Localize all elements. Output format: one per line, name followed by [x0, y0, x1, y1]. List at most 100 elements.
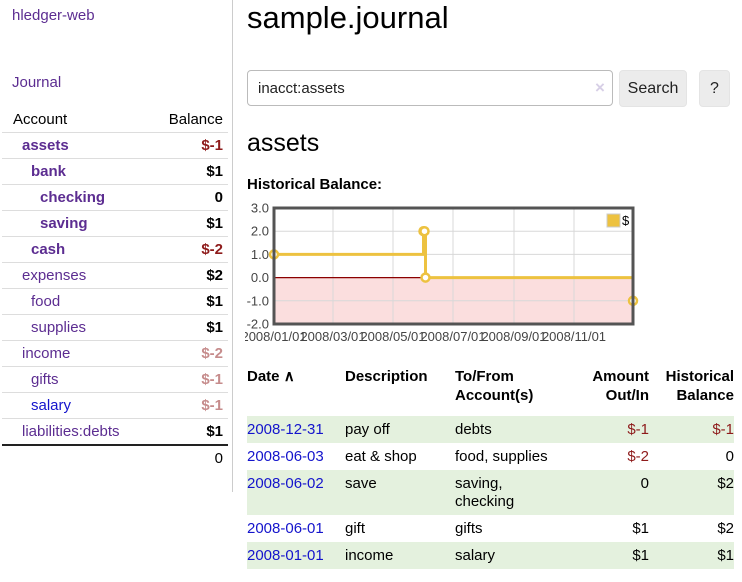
- transaction-description: save: [345, 475, 377, 492]
- search-form: × Search ?: [247, 69, 734, 107]
- transaction-date-link[interactable]: 2008-12-31: [247, 421, 324, 438]
- accounts-total-balance: 0: [214, 450, 223, 467]
- account-row: checking 0: [2, 184, 228, 211]
- sidebar-account-link-gifts[interactable]: gifts: [31, 371, 59, 388]
- search-input[interactable]: [247, 70, 613, 106]
- svg-text:-2.0: -2.0: [247, 317, 269, 332]
- svg-text:2008/07/01: 2008/07/01: [420, 329, 485, 344]
- transaction-date-link[interactable]: 2008-06-01: [247, 520, 324, 537]
- transaction-amount: $1: [632, 547, 649, 564]
- search-button[interactable]: Search: [619, 70, 687, 107]
- accounts-header-balance: Balance: [152, 107, 228, 133]
- account-balance: $1: [206, 163, 223, 180]
- transaction-date-link[interactable]: 2008-01-01: [247, 547, 324, 564]
- account-balance: $-1: [201, 137, 223, 154]
- transaction-amount: $-1: [627, 421, 649, 438]
- transaction-date-link[interactable]: 2008-06-03: [247, 448, 324, 465]
- transaction-accounts: saving, checking: [455, 475, 515, 510]
- sidebar-account-link-expenses[interactable]: expenses: [22, 267, 87, 284]
- account-row: supplies $1: [2, 314, 228, 341]
- register-header-amount: Amount Out/In: [592, 368, 649, 404]
- help-button[interactable]: ?: [699, 70, 730, 107]
- account-row: assets $-1: [2, 132, 228, 159]
- transaction-description: gift: [345, 520, 366, 537]
- account-row: food $1: [2, 288, 228, 315]
- account-heading: assets: [247, 129, 320, 157]
- transaction-balance: 0: [725, 448, 734, 465]
- account-row: bank $1: [2, 158, 228, 185]
- transaction-date-link[interactable]: 2008-06-02: [247, 475, 324, 492]
- svg-text:2008/11/01: 2008/11/01: [542, 329, 606, 344]
- transaction-accounts: gifts: [455, 520, 483, 537]
- transaction-row: 2008-06-03 eat & shop food, supplies $-2 0: [247, 443, 734, 470]
- accounts-total-row: 0: [2, 444, 228, 471]
- svg-text:1.0: 1.0: [251, 247, 269, 262]
- sidebar-account-link-supplies[interactable]: supplies: [31, 319, 87, 336]
- accounts-table: Account Balance assets $-1 bank $1 checking 0…: [2, 107, 228, 471]
- chart-title: Historical Balance:: [247, 176, 383, 193]
- transaction-row: 2008-12-31 pay off debts $-1 $-1: [247, 416, 734, 443]
- sidebar-account-link-bank[interactable]: bank: [31, 163, 67, 180]
- transaction-amount: 0: [640, 475, 649, 492]
- register-table: Date ∧ Description To/From Account(s) Am…: [247, 365, 734, 569]
- transaction-balance: $1: [717, 547, 734, 564]
- transaction-description: eat & shop: [345, 448, 417, 465]
- register-header-tofrom: To/From Account(s): [455, 368, 534, 404]
- svg-text:-1.0: -1.0: [247, 293, 269, 308]
- transaction-description: pay off: [345, 421, 390, 438]
- account-row: expenses $2: [2, 262, 228, 289]
- transaction-row: 2008-01-01 income salary $1 $1: [247, 542, 734, 569]
- account-balance: $1: [206, 293, 223, 310]
- sidebar: hledger-web Journal Account Balance asse…: [0, 0, 233, 492]
- svg-text:2008/09/01: 2008/09/01: [481, 329, 546, 344]
- transaction-description: income: [345, 547, 394, 564]
- sort-ascending-icon: ∧: [283, 368, 295, 385]
- svg-text:0.0: 0.0: [251, 270, 269, 285]
- transaction-accounts: food, supplies: [455, 448, 548, 465]
- svg-text:2008/01/01: 2008/01/01: [245, 329, 307, 344]
- account-balance: $-1: [201, 397, 223, 414]
- account-balance: $-1: [201, 371, 223, 388]
- register-header-balance: Historical Balance: [665, 368, 734, 404]
- transaction-balance: $-1: [712, 421, 734, 438]
- sidebar-account-link-cash[interactable]: cash: [31, 241, 66, 258]
- page-title: sample.journal: [247, 0, 449, 35]
- svg-text:3.0: 3.0: [251, 202, 269, 216]
- sidebar-account-link-salary[interactable]: salary: [31, 397, 72, 414]
- sidebar-account-link-saving[interactable]: saving: [40, 215, 88, 232]
- account-row: income $-2: [2, 340, 228, 367]
- account-row: saving $1: [2, 210, 228, 237]
- account-balance: $1: [206, 423, 223, 440]
- app-title-link[interactable]: hledger-web: [12, 7, 95, 24]
- register-header-date[interactable]: Date ∧: [247, 368, 295, 385]
- account-balance: $1: [206, 319, 223, 336]
- sidebar-account-link-assets[interactable]: assets: [22, 137, 69, 154]
- account-row: cash $-2: [2, 236, 228, 263]
- clear-search-icon[interactable]: ×: [595, 78, 605, 97]
- sidebar-account-link-liabilities-debts[interactable]: liabilities:debts: [22, 423, 120, 440]
- account-balance: $-2: [201, 241, 223, 258]
- account-balance: $-2: [201, 345, 223, 362]
- svg-text:$: $: [622, 213, 630, 228]
- svg-text:2008/05/01: 2008/05/01: [360, 329, 425, 344]
- account-balance: $1: [206, 215, 223, 232]
- main-content: sample.journal × Search ? assets Histori…: [241, 0, 734, 569]
- transaction-accounts: salary: [455, 547, 496, 564]
- account-row: gifts $-1: [2, 366, 228, 393]
- sidebar-account-link-income[interactable]: income: [22, 345, 71, 362]
- sidebar-item-journal[interactable]: Journal: [12, 74, 62, 91]
- transaction-amount: $1: [632, 520, 649, 537]
- sidebar-account-link-food[interactable]: food: [31, 293, 61, 310]
- account-row: salary $-1: [2, 392, 228, 419]
- accounts-header-account: Account: [2, 107, 153, 133]
- register-header-description: Description: [345, 368, 428, 385]
- transaction-accounts: debts: [455, 421, 492, 438]
- transaction-balance: $2: [717, 475, 734, 492]
- transaction-row: 2008-06-02 save saving, checking 0 $2: [247, 470, 734, 515]
- transaction-balance: $2: [717, 520, 734, 537]
- chart-canvas: $3.0 2.0 1.0 0.0 -1.0 -2.02008/01/012008/03/0…: [241, 201, 639, 344]
- svg-text:2.0: 2.0: [251, 224, 269, 239]
- sidebar-account-link-checking[interactable]: checking: [40, 189, 106, 206]
- transaction-amount: $-2: [627, 448, 649, 465]
- historical-balance-chart: $3.0 2.0 1.0 0.0 -1.0 -2.0 2008/01/01 2008/03/0…: [241, 201, 641, 344]
